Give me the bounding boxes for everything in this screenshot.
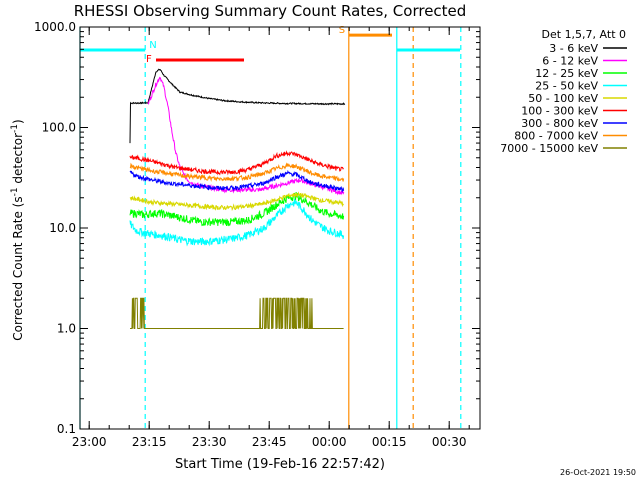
y-tick-label: 10.0 <box>49 221 76 235</box>
y-tick-label: 100.0 <box>42 121 76 135</box>
series-line <box>129 162 345 182</box>
y-tick-label: 0.1 <box>57 422 76 436</box>
series-line <box>129 199 345 247</box>
x-tick-label: 23:00 <box>72 435 107 449</box>
series-line <box>129 191 345 227</box>
legend-entry-label: 300 - 800 keV <box>521 117 598 130</box>
flag-label: N <box>149 40 156 51</box>
flag-label: F <box>146 54 152 65</box>
legend-entry-label: 100 - 300 keV <box>521 105 598 118</box>
series-line <box>129 150 344 176</box>
series-line <box>129 68 346 144</box>
series-lines <box>129 68 346 329</box>
legend-entry-label: 800 - 7000 keV <box>514 130 598 143</box>
series-line <box>129 191 344 212</box>
series-line <box>130 297 344 329</box>
y-axis-label-sup1: -1 <box>10 187 20 196</box>
y-tick-label: 1.0 <box>57 322 76 336</box>
y-axis-label-mid: detector <box>11 133 25 188</box>
legend-entry-label: 12 - 25 keV <box>535 67 598 80</box>
y-tick-label: 1000.0 <box>34 20 76 34</box>
x-tick-label: 00:15 <box>372 435 407 449</box>
x-tick-label: 23:45 <box>252 435 287 449</box>
x-axis-label: Start Time (19-Feb-16 22:57:42) <box>175 457 385 472</box>
y-axis-label-sup2: -1 <box>10 124 20 133</box>
chart-title: RHESSI Observing Summary Count Rates, Co… <box>74 2 467 20</box>
legend-entry-label: 7000 - 15000 keV <box>500 142 598 155</box>
y-axis-ticks: 1000.0 100.0 10.0 1.0 0.1 <box>34 20 480 436</box>
flag-label: S <box>339 25 345 36</box>
x-tick-label: 00:30 <box>432 435 467 449</box>
x-axis-ticks: 23:00 23:15 23:30 23:45 00:00 00:15 00:30 <box>72 27 470 449</box>
legend-entry-label: 50 - 100 keV <box>528 92 598 105</box>
x-tick-label: 23:30 <box>192 435 227 449</box>
y-axis-label-main: Corrected Count Rate (s <box>11 196 25 340</box>
y-axis-label: Corrected Count Rate (s-1 detector-1) <box>10 119 25 340</box>
plot-timestamp: 26-Oct-2021 19:50 <box>560 468 636 477</box>
legend-entry-label: 3 - 6 keV <box>549 42 598 55</box>
legend-header: Det 1,5,7, Att 0 <box>542 28 626 41</box>
x-tick-label: 00:00 <box>312 435 347 449</box>
series-line <box>129 169 345 194</box>
flag-bars: NF S <box>80 25 460 65</box>
y-axis-label-end: ) <box>11 119 25 124</box>
x-tick-label: 23:15 <box>132 435 167 449</box>
legend-entry-label: 25 - 50 keV <box>535 80 598 93</box>
legend-entry-label: 6 - 12 keV <box>542 55 598 68</box>
